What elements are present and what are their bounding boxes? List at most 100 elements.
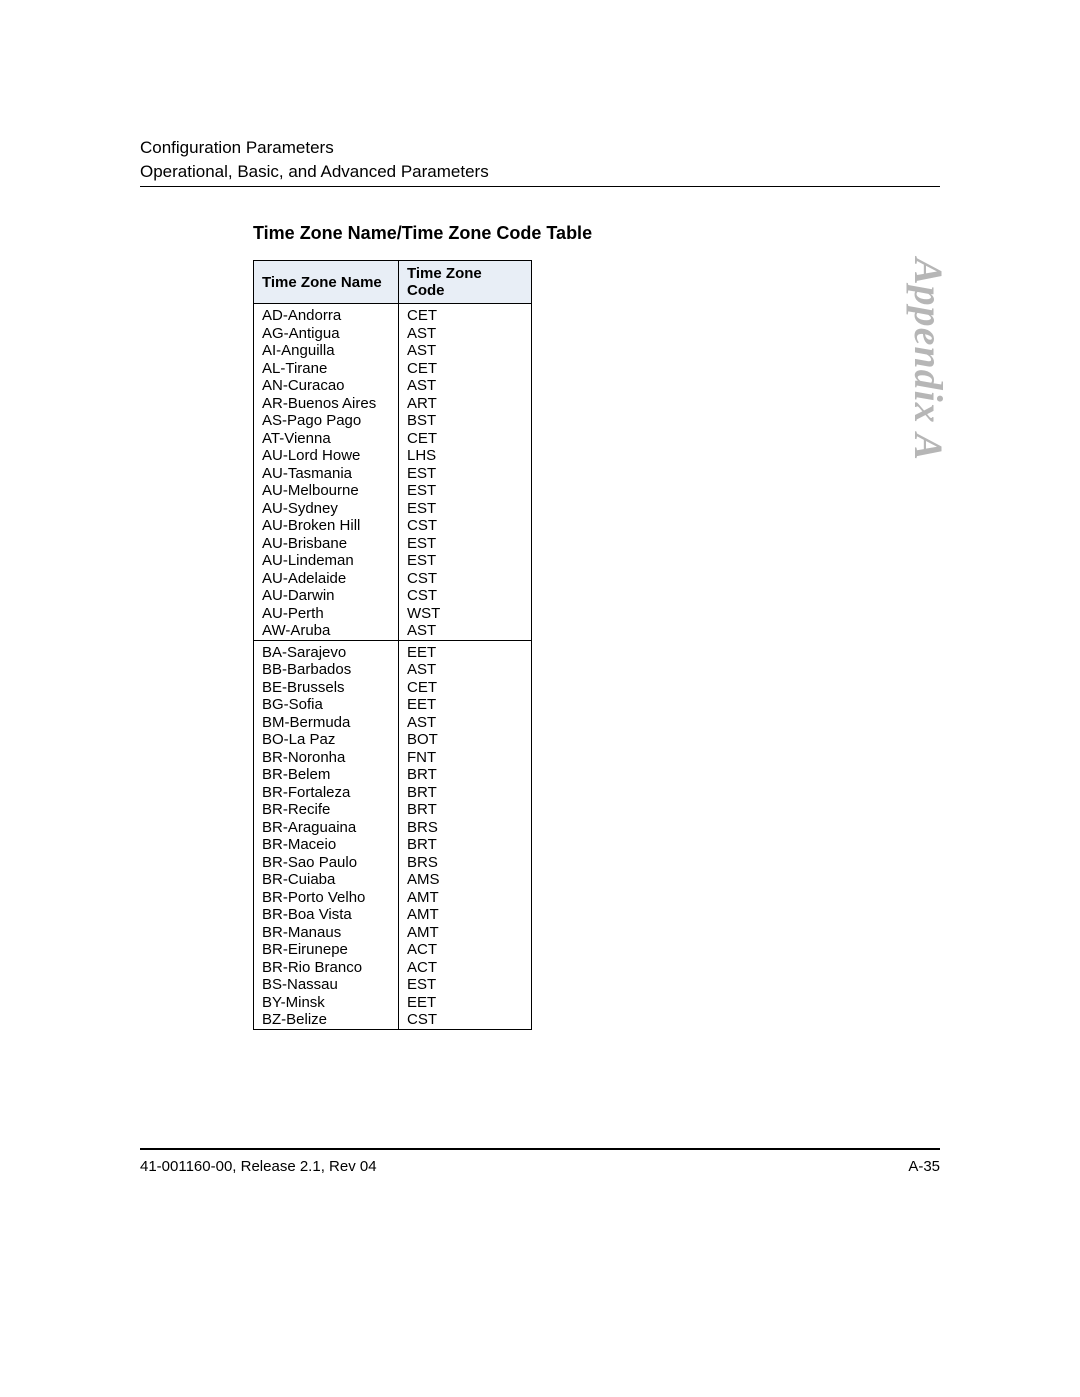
header-divider <box>140 186 940 187</box>
cell-timezone-name: AU-Darwin <box>254 587 399 605</box>
cell-timezone-code: CET <box>399 360 532 378</box>
cell-timezone-name: BB-Barbados <box>254 661 399 679</box>
table-row: AU-Lord HoweLHS <box>254 447 532 465</box>
cell-timezone-code: EST <box>399 535 532 553</box>
cell-timezone-name: BR-Noronha <box>254 749 399 767</box>
table-row: BR-FortalezaBRT <box>254 784 532 802</box>
cell-timezone-code: EST <box>399 482 532 500</box>
cell-timezone-code: CET <box>399 304 532 325</box>
cell-timezone-name: AU-Lindeman <box>254 552 399 570</box>
cell-timezone-name: BR-Cuiaba <box>254 871 399 889</box>
cell-timezone-name: BS-Nassau <box>254 976 399 994</box>
cell-timezone-code: EET <box>399 640 532 661</box>
table-row: AU-BrisbaneEST <box>254 535 532 553</box>
cell-timezone-name: AW-Aruba <box>254 622 399 640</box>
cell-timezone-code: AMS <box>399 871 532 889</box>
cell-timezone-code: EET <box>399 696 532 714</box>
cell-timezone-code: BRT <box>399 784 532 802</box>
cell-timezone-code: CST <box>399 517 532 535</box>
table-row: BR-CuiabaAMS <box>254 871 532 889</box>
table-row: BB-BarbadosAST <box>254 661 532 679</box>
cell-timezone-code: EST <box>399 976 532 994</box>
header-subtitle: Operational, Basic, and Advanced Paramet… <box>140 162 940 182</box>
table-row: BE-BrusselsCET <box>254 679 532 697</box>
cell-timezone-name: BR-Belem <box>254 766 399 784</box>
cell-timezone-name: BZ-Belize <box>254 1011 399 1029</box>
table-row: AU-Broken HillCST <box>254 517 532 535</box>
cell-timezone-code: ART <box>399 395 532 413</box>
cell-timezone-code: BRT <box>399 801 532 819</box>
cell-timezone-name: BR-Manaus <box>254 924 399 942</box>
table-row: AL-TiraneCET <box>254 360 532 378</box>
cell-timezone-code: BRS <box>399 819 532 837</box>
cell-timezone-name: AU-Lord Howe <box>254 447 399 465</box>
cell-timezone-code: EET <box>399 994 532 1012</box>
table-row: BR-RecifeBRT <box>254 801 532 819</box>
table-row: AT-ViennaCET <box>254 430 532 448</box>
table-row: BS-NassauEST <box>254 976 532 994</box>
cell-timezone-name: AS-Pago Pago <box>254 412 399 430</box>
cell-timezone-name: AL-Tirane <box>254 360 399 378</box>
cell-timezone-name: AI-Anguilla <box>254 342 399 360</box>
table-row: BG-SofiaEET <box>254 696 532 714</box>
cell-timezone-name: BR-Sao Paulo <box>254 854 399 872</box>
cell-timezone-code: AMT <box>399 906 532 924</box>
cell-timezone-name: BR-Boa Vista <box>254 906 399 924</box>
section-title: Time Zone Name/Time Zone Code Table <box>253 223 592 244</box>
cell-timezone-name: AD-Andorra <box>254 304 399 325</box>
cell-timezone-code: ACT <box>399 941 532 959</box>
table-row: AD-AndorraCET <box>254 304 532 325</box>
cell-timezone-name: BR-Porto Velho <box>254 889 399 907</box>
cell-timezone-name: BM-Bermuda <box>254 714 399 732</box>
footer-divider <box>140 1148 940 1150</box>
cell-timezone-code: LHS <box>399 447 532 465</box>
table-row: AR-Buenos AiresART <box>254 395 532 413</box>
cell-timezone-name: AU-Broken Hill <box>254 517 399 535</box>
cell-timezone-code: WST <box>399 605 532 623</box>
cell-timezone-name: AR-Buenos Aires <box>254 395 399 413</box>
cell-timezone-name: BR-Maceio <box>254 836 399 854</box>
cell-timezone-name: AN-Curacao <box>254 377 399 395</box>
cell-timezone-code: BRS <box>399 854 532 872</box>
table-row: AU-MelbourneEST <box>254 482 532 500</box>
cell-timezone-name: BY-Minsk <box>254 994 399 1012</box>
table-row: AI-AnguillaAST <box>254 342 532 360</box>
cell-timezone-name: BR-Fortaleza <box>254 784 399 802</box>
cell-timezone-name: AT-Vienna <box>254 430 399 448</box>
table-row: AU-LindemanEST <box>254 552 532 570</box>
cell-timezone-code: AST <box>399 661 532 679</box>
table-row: BR-BelemBRT <box>254 766 532 784</box>
col-header-name: Time Zone Name <box>254 261 399 304</box>
table-row: BZ-BelizeCST <box>254 1011 532 1029</box>
cell-timezone-name: BG-Sofia <box>254 696 399 714</box>
table-row: AW-ArubaAST <box>254 622 532 640</box>
cell-timezone-name: BR-Araguaina <box>254 819 399 837</box>
cell-timezone-code: AST <box>399 342 532 360</box>
cell-timezone-code: BRT <box>399 766 532 784</box>
cell-timezone-name: BR-Eirunepe <box>254 941 399 959</box>
page: Configuration Parameters Operational, Ba… <box>0 0 1080 1397</box>
cell-timezone-name: BE-Brussels <box>254 679 399 697</box>
table-header-row: Time Zone Name Time Zone Code <box>254 261 532 304</box>
cell-timezone-code: AST <box>399 325 532 343</box>
cell-timezone-code: AST <box>399 714 532 732</box>
cell-timezone-code: EST <box>399 465 532 483</box>
cell-timezone-name: AU-Melbourne <box>254 482 399 500</box>
cell-timezone-code: CST <box>399 1011 532 1029</box>
table-row: AG-AntiguaAST <box>254 325 532 343</box>
cell-timezone-code: AST <box>399 377 532 395</box>
cell-timezone-code: AMT <box>399 889 532 907</box>
cell-timezone-name: AU-Sydney <box>254 500 399 518</box>
table-row: BR-ManausAMT <box>254 924 532 942</box>
cell-timezone-code: BST <box>399 412 532 430</box>
table-row: AU-DarwinCST <box>254 587 532 605</box>
cell-timezone-code: ACT <box>399 959 532 977</box>
cell-timezone-name: AU-Adelaide <box>254 570 399 588</box>
table-row: AU-SydneyEST <box>254 500 532 518</box>
cell-timezone-code: AST <box>399 622 532 640</box>
table-row: BA-SarajevoEET <box>254 640 532 661</box>
cell-timezone-code: CST <box>399 570 532 588</box>
table-row: BR-NoronhaFNT <box>254 749 532 767</box>
cell-timezone-name: BO-La Paz <box>254 731 399 749</box>
table-row: AU-TasmaniaEST <box>254 465 532 483</box>
